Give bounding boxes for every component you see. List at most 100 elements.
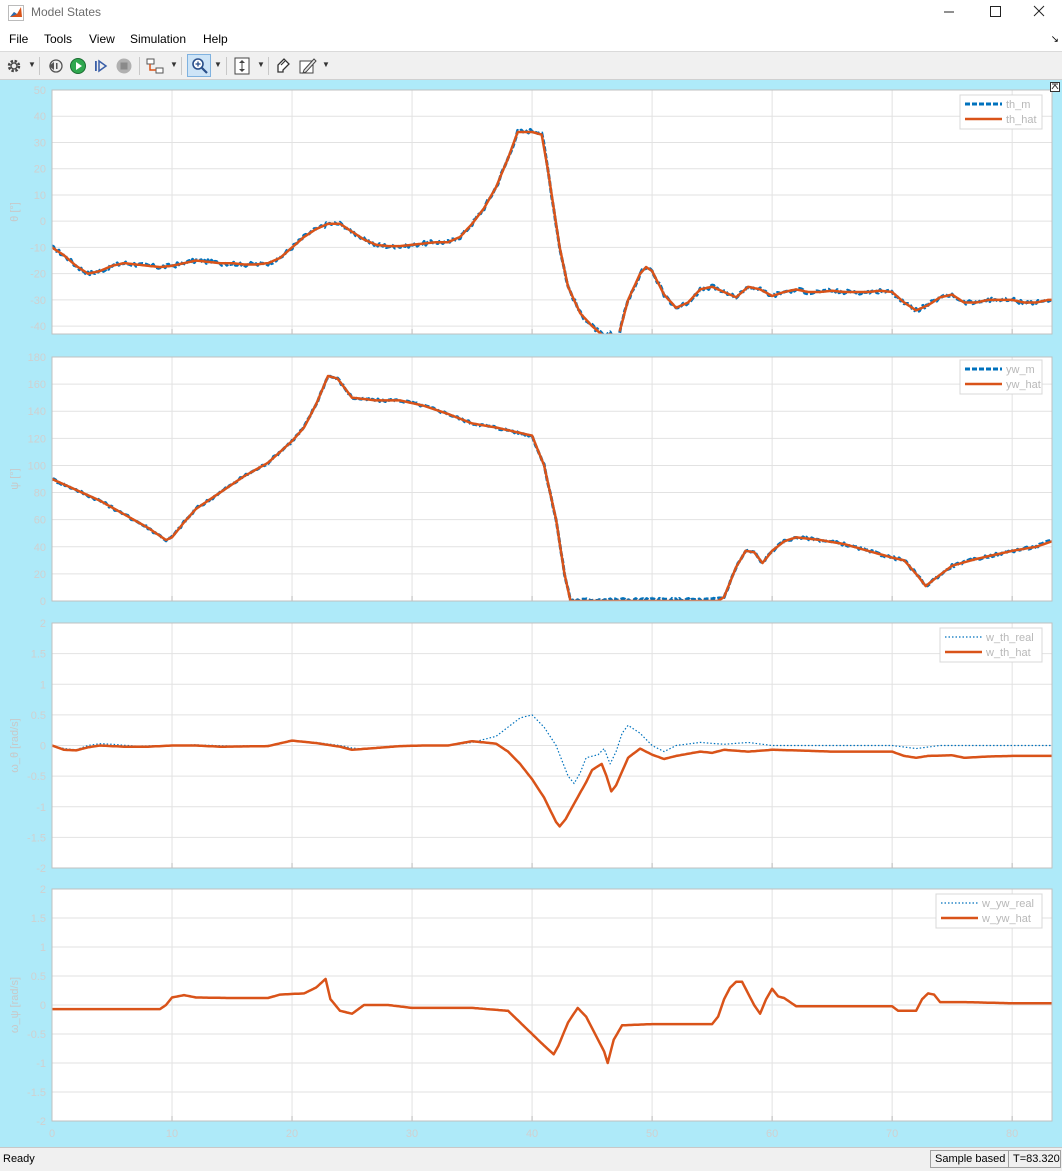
step-forward-icon[interactable] — [91, 56, 111, 76]
series-line-th-hat — [52, 130, 614, 334]
y-tick-label: 80 — [34, 488, 46, 500]
axes-1[interactable]: -40 -30 -20 -10 0 10 20 30 40 50 θ [°] th_m th_hat — [9, 85, 1053, 337]
axes-2[interactable]: 0 20 40 60 80 100 120 140 160 180 ψ [°] yw_m yw_hat — [9, 352, 1053, 608]
window-title: Model States — [31, 5, 102, 19]
toolbar-separator — [268, 57, 269, 75]
toolbar-separator — [39, 57, 40, 75]
axes-background — [52, 90, 1052, 334]
y-tick-label: -0.5 — [27, 771, 46, 783]
stop-icon[interactable] — [114, 56, 134, 76]
menu-simulation[interactable]: Simulation — [130, 32, 187, 46]
legend-label: th_m — [1006, 99, 1030, 111]
axes-background — [52, 357, 1052, 601]
menu-overflow-arrow-icon[interactable]: ↘ — [1050, 34, 1059, 45]
y-tick-label: -0.5 — [27, 1029, 46, 1041]
sample-mode-indicator: Sample based — [930, 1150, 1009, 1168]
legend[interactable]: w_yw_real w_yw_hat — [935, 893, 1043, 929]
status-bar: Ready Sample based T=83.320 — [0, 1147, 1062, 1171]
y-tick-label: 0.5 — [31, 971, 46, 983]
y-tick-label: 0 — [40, 741, 46, 753]
gear-icon[interactable] — [4, 56, 24, 76]
series-line-th-hat-b — [618, 265, 1052, 332]
y-tick-label: 10 — [34, 190, 46, 202]
x-tick-label: 70 — [886, 1128, 898, 1140]
figure-canvas: -40 -30 -20 -10 0 10 20 30 40 50 θ [°] th_m th_hat 0 2… — [0, 80, 1062, 1147]
menu-tools[interactable]: Tools — [44, 32, 73, 46]
y-tick-label: -40 — [30, 321, 46, 333]
legend-label: yw_hat — [1006, 379, 1041, 391]
menu-view[interactable]: View — [89, 32, 115, 46]
axes-frame — [51, 888, 1053, 1122]
close-icon — [1033, 5, 1045, 17]
series-group — [52, 714, 1052, 828]
toolbar-separator — [139, 57, 140, 75]
y-tick-label: -1 — [36, 1058, 46, 1070]
axes-frame — [51, 89, 1053, 335]
y-tick-label: 120 — [28, 433, 46, 445]
axes-frame — [51, 356, 1053, 602]
axes-3[interactable]: -2 -1.5 -1 -0.5 0 0.5 1 1.5 2 ω_θ [rad/s] w_th_rea… — [9, 618, 1053, 875]
y-tick-label: 100 — [28, 460, 46, 472]
autoscale-icon[interactable] — [232, 56, 252, 76]
y-tick-label: -2 — [36, 1116, 46, 1128]
matlab-logo-icon — [8, 5, 24, 21]
undock-icon — [1051, 83, 1059, 90]
legend[interactable]: th_m th_hat — [959, 94, 1043, 130]
y-tick-label: 0 — [40, 216, 46, 228]
x-tick-label: 60 — [766, 1128, 778, 1140]
y-tick-label: -1.5 — [27, 1087, 46, 1099]
y-tick-label: 40 — [34, 542, 46, 554]
undock-button[interactable] — [1050, 82, 1060, 92]
autoscale-dropdown-icon[interactable]: ▼ — [257, 60, 265, 69]
y-tick-label: -10 — [30, 242, 46, 254]
y-tick-label: 2 — [40, 618, 46, 630]
legend[interactable]: yw_m yw_hat — [959, 359, 1043, 395]
style-dropdown-icon[interactable]: ▼ — [322, 60, 330, 69]
axes-frame — [51, 622, 1053, 869]
title-bar: Model States — [0, 0, 1062, 27]
y-tick-label: 60 — [34, 515, 46, 527]
y-tick-label: -1 — [36, 802, 46, 814]
minimize-icon — [944, 11, 954, 13]
y-tick-label: 40 — [34, 111, 46, 123]
run-icon[interactable] — [68, 56, 88, 76]
legend-box — [939, 627, 1043, 663]
menu-help[interactable]: Help — [203, 32, 228, 46]
menu-bar: File Tools View Simulation Help ↘ — [0, 27, 1062, 51]
signal-select-dropdown-icon[interactable]: ▼ — [170, 60, 178, 69]
legend-box — [959, 359, 1043, 395]
axes-4[interactable]: 0 10 20 30 40 50 60 70 80 -2 -1.5 -1 -0.5 0 0.5 1 1.5 2 ω_… — [9, 884, 1053, 1140]
series-line-w-yw-hat — [52, 977, 1052, 1065]
style-icon[interactable] — [298, 56, 318, 76]
signal-select-icon[interactable] — [145, 56, 165, 76]
toolbar-separator — [181, 57, 182, 75]
zoom-button[interactable] — [187, 54, 211, 77]
legend[interactable]: w_th_real w_th_hat — [939, 627, 1043, 663]
series-line-yw-hat — [52, 374, 1052, 601]
minimize-button[interactable] — [926, 0, 972, 27]
legend-label: w_th_hat — [985, 647, 1031, 659]
y-tick-label: -1.5 — [27, 832, 46, 844]
legend-label: th_hat — [1006, 114, 1037, 126]
y-tick-label: -20 — [30, 269, 46, 281]
series-group — [52, 127, 1052, 334]
gear-dropdown-icon[interactable]: ▼ — [28, 60, 36, 69]
step-back-icon[interactable] — [45, 56, 65, 76]
series-group — [52, 977, 1052, 1065]
y-tick-label: -30 — [30, 295, 46, 307]
highlight-icon[interactable] — [274, 56, 294, 76]
y-tick-label: 0 — [40, 596, 46, 608]
y-tick-label: 30 — [34, 137, 46, 149]
close-button[interactable] — [1016, 0, 1062, 27]
menu-file[interactable]: File — [9, 32, 29, 46]
maximize-button[interactable] — [972, 0, 1018, 27]
y-axis-label: ω_θ [rad/s] — [9, 718, 21, 772]
x-tick-label: 0 — [49, 1128, 55, 1140]
simulation-time-indicator: T=83.320 — [1008, 1150, 1061, 1168]
y-tick-label: -2 — [36, 863, 46, 875]
toolbar: ▼ ▼ ▼ ▼ — [0, 51, 1062, 80]
toolbar-separator — [226, 57, 227, 75]
series-line-w-th-hat — [52, 739, 1052, 828]
zoom-dropdown-icon[interactable]: ▼ — [214, 60, 222, 69]
